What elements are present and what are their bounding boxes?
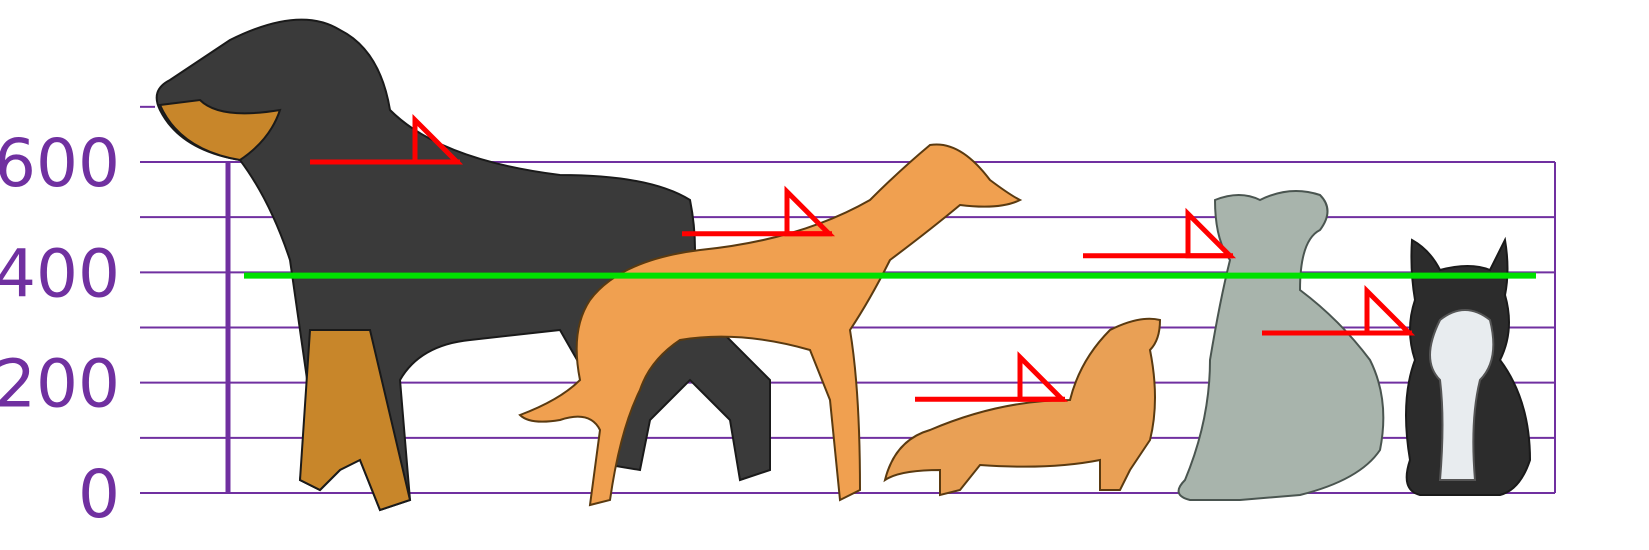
dog-illustrations xyxy=(155,18,1532,512)
boston-terrier-illustration xyxy=(1405,236,1532,496)
dachshund-body xyxy=(883,317,1162,497)
greyhound-illustration xyxy=(518,143,1023,507)
y-tick-labels: 0 200 400 600 xyxy=(0,125,120,533)
height-marker-triangle xyxy=(412,113,464,165)
height-marker-triangle xyxy=(1364,284,1416,336)
y-tick-label: 0 xyxy=(78,456,120,533)
height-marker-triangle xyxy=(1185,207,1237,259)
y-tick-label: 400 xyxy=(0,235,120,312)
height-marker-triangle xyxy=(1017,351,1069,402)
schnauzer-illustration xyxy=(1177,190,1385,501)
height-marker-triangle xyxy=(784,185,836,237)
rottweiler-muzzle xyxy=(158,98,282,162)
greyhound-body xyxy=(518,143,1023,507)
y-tick-label: 600 xyxy=(0,125,120,202)
schnauzer-body xyxy=(1177,190,1385,501)
dachshund-illustration xyxy=(883,317,1162,497)
y-tick-label: 200 xyxy=(0,346,120,423)
boston-terrier-white-patch xyxy=(1429,309,1495,481)
value-markers xyxy=(310,113,1416,402)
rottweiler-legs xyxy=(298,329,412,512)
